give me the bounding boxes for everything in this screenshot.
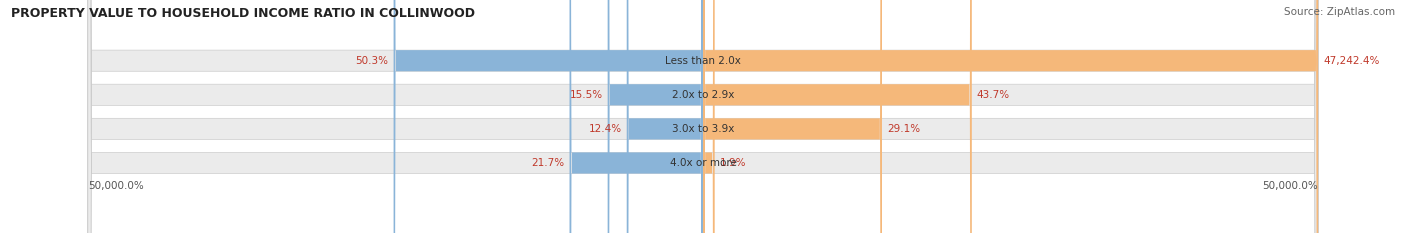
Text: 2.0x to 2.9x: 2.0x to 2.9x [672, 90, 734, 100]
FancyBboxPatch shape [87, 0, 1319, 233]
FancyBboxPatch shape [703, 0, 972, 233]
Text: 47,242.4%: 47,242.4% [1323, 56, 1379, 66]
FancyBboxPatch shape [394, 0, 703, 233]
FancyBboxPatch shape [703, 0, 882, 233]
FancyBboxPatch shape [607, 0, 703, 233]
Text: 43.7%: 43.7% [977, 90, 1010, 100]
Text: 29.1%: 29.1% [887, 124, 920, 134]
Legend: Without Mortgage, With Mortgage: Without Mortgage, With Mortgage [591, 231, 815, 233]
FancyBboxPatch shape [627, 0, 703, 233]
FancyBboxPatch shape [87, 0, 1319, 233]
Text: 12.4%: 12.4% [589, 124, 621, 134]
Text: PROPERTY VALUE TO HOUSEHOLD INCOME RATIO IN COLLINWOOD: PROPERTY VALUE TO HOUSEHOLD INCOME RATIO… [11, 7, 475, 20]
Text: Source: ZipAtlas.com: Source: ZipAtlas.com [1284, 7, 1395, 17]
Text: 50,000.0%: 50,000.0% [1263, 181, 1319, 191]
Text: 21.7%: 21.7% [531, 158, 565, 168]
Text: 1.9%: 1.9% [720, 158, 747, 168]
FancyBboxPatch shape [703, 0, 714, 233]
FancyBboxPatch shape [87, 0, 1319, 233]
Text: Less than 2.0x: Less than 2.0x [665, 56, 741, 66]
FancyBboxPatch shape [703, 0, 1319, 233]
Text: 50,000.0%: 50,000.0% [87, 181, 143, 191]
Text: 3.0x to 3.9x: 3.0x to 3.9x [672, 124, 734, 134]
FancyBboxPatch shape [87, 0, 1319, 233]
FancyBboxPatch shape [569, 0, 703, 233]
Text: 15.5%: 15.5% [569, 90, 603, 100]
Text: 50.3%: 50.3% [356, 56, 388, 66]
Text: 4.0x or more: 4.0x or more [669, 158, 737, 168]
